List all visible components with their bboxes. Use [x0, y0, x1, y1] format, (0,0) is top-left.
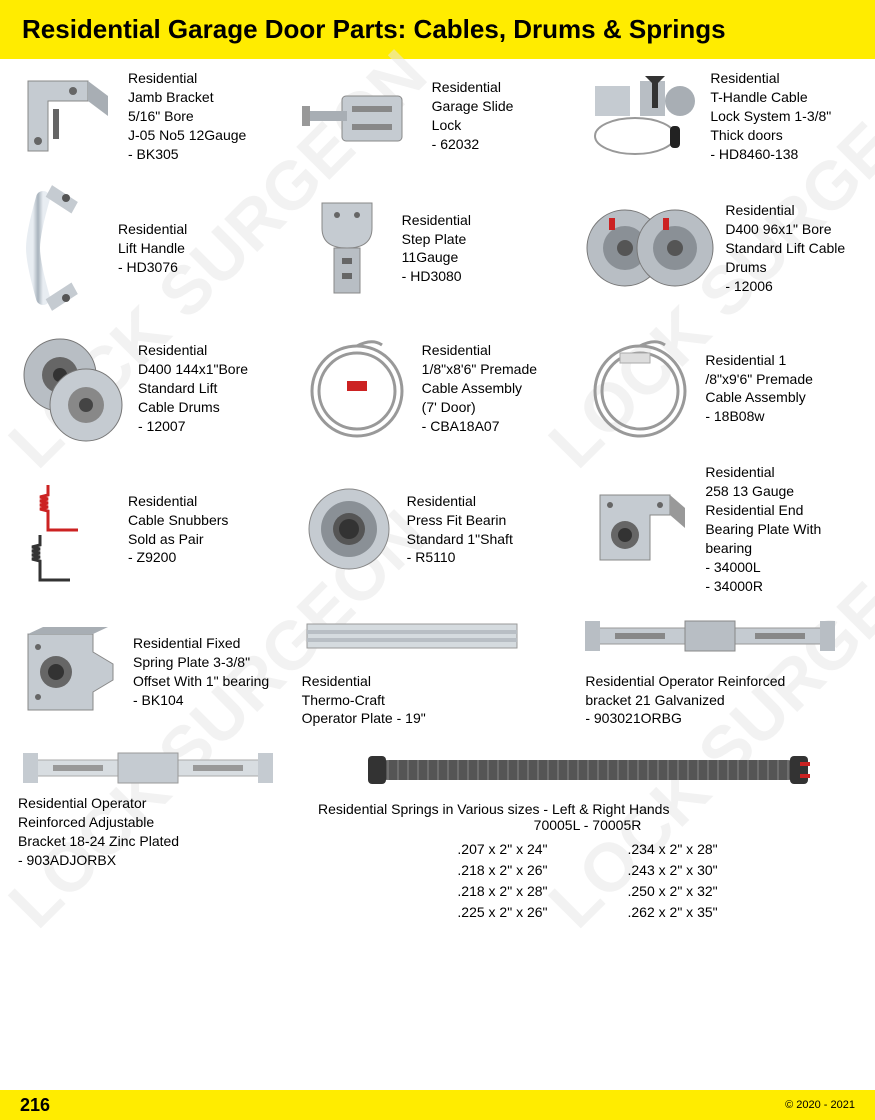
product-cell: Residential T-Handle Cable Lock System 1…: [585, 69, 857, 163]
copyright: © 2020 - 2021: [785, 1099, 855, 1111]
product-cell: Residential D400 144x1"Bore Standard Lif…: [18, 333, 290, 443]
product-cell: Residential Garage Slide Lock - 62032: [302, 69, 574, 163]
product-cell: Residential 258 13 Gauge Residential End…: [585, 463, 857, 595]
product-text: Residential 258 13 Gauge Residential End…: [705, 463, 821, 595]
product-cell-springs: Residential Springs in Various sizes - L…: [318, 748, 857, 923]
product-text: Residential Thermo-Craft Operator Plate …: [302, 672, 426, 729]
product-text: Residential Fixed Spring Plate 3-3/8" Of…: [133, 634, 269, 710]
product-image-cable-drums-144: [18, 333, 128, 443]
product-text: Residential Jamb Bracket 5/16" Bore J-05…: [128, 69, 246, 163]
product-text: Residential Press Fit Bearin Standard 1"…: [407, 492, 513, 568]
springs-title: Residential Springs in Various sizes - L…: [318, 801, 857, 817]
product-image-end-bearing-plate: [585, 480, 695, 580]
product-text: Residential Cable Snubbers Sold as Pair …: [128, 492, 228, 568]
product-grid: Residential Jamb Bracket 5/16" Bore J-05…: [0, 59, 875, 933]
page-footer: 216 © 2020 - 2021: [0, 1090, 875, 1120]
product-image-cable-drums-96: [585, 198, 715, 298]
page-number: 216: [20, 1095, 50, 1116]
product-cell: Residential Step Plate 11Gauge - HD3080: [302, 183, 574, 313]
product-text: Residential Step Plate 11Gauge - HD3080: [402, 211, 471, 287]
springs-sizes-table: .207 x 2" x 24" .218 x 2" x 26" .218 x 2…: [318, 839, 857, 923]
product-text: Residential T-Handle Cable Lock System 1…: [710, 69, 831, 163]
product-cell: Residential 1/8"x8'6" Premade Cable Asse…: [302, 333, 574, 443]
product-cell: Residential Lift Handle - HD3076: [18, 183, 290, 313]
product-image-slide-lock: [302, 76, 422, 156]
product-image-torsion-spring: [318, 748, 857, 793]
product-image-operator-plate: [302, 616, 522, 656]
product-text: Residential D400 96x1" Bore Standard Lif…: [725, 201, 845, 295]
product-cell: Residential Jamb Bracket 5/16" Bore J-05…: [18, 69, 290, 163]
page-header: Residential Garage Door Parts: Cables, D…: [0, 0, 875, 59]
product-image-cable-9ft: [585, 333, 695, 443]
product-text: Residential D400 144x1"Bore Standard Lif…: [138, 341, 248, 435]
product-image-step-plate: [302, 193, 392, 303]
product-image-snubbers: [18, 475, 118, 585]
springs-col-2: .234 x 2" x 28" .243 x 2" x 30" .250 x 2…: [628, 839, 718, 923]
product-text: Residential Operator Reinforced Adjustab…: [18, 794, 278, 870]
product-image-t-handle: [585, 71, 700, 161]
page-title: Residential Garage Door Parts: Cables, D…: [22, 14, 853, 45]
product-image-cable-7ft: [302, 333, 412, 443]
product-cell: Residential Fixed Spring Plate 3-3/8" Of…: [18, 616, 290, 729]
product-cell: Residential Thermo-Craft Operator Plate …: [302, 616, 574, 729]
product-text: Residential Garage Slide Lock - 62032: [432, 78, 514, 154]
product-image-adjustable-bracket: [18, 748, 278, 788]
product-image-lift-handle: [18, 183, 108, 313]
product-cell: Residential Press Fit Bearin Standard 1"…: [302, 463, 574, 595]
product-text: Residential Lift Handle - HD3076: [118, 220, 187, 277]
product-cell: Residential Operator Reinforced Adjustab…: [18, 748, 278, 870]
product-cell: Residential D400 96x1" Bore Standard Lif…: [585, 183, 857, 313]
product-cell: Residential Cable Snubbers Sold as Pair …: [18, 463, 290, 595]
product-text: Residential 1/8"x8'6" Premade Cable Asse…: [422, 341, 537, 435]
product-image-spring-plate: [18, 622, 123, 722]
product-cell: Residential Operator Reinforced bracket …: [585, 616, 857, 729]
product-text: Residential Operator Reinforced bracket …: [585, 672, 785, 729]
product-image-reinforced-bracket-21: [585, 616, 835, 656]
springs-subtitle: 70005L - 70005R: [318, 817, 857, 833]
springs-col-1: .207 x 2" x 24" .218 x 2" x 26" .218 x 2…: [457, 839, 547, 923]
product-cell: Residential 1 /8"x9'6" Premade Cable Ass…: [585, 333, 857, 443]
product-text: Residential 1 /8"x9'6" Premade Cable Ass…: [705, 351, 813, 427]
product-image-jamb-bracket: [18, 71, 118, 161]
product-image-bearing: [302, 482, 397, 577]
